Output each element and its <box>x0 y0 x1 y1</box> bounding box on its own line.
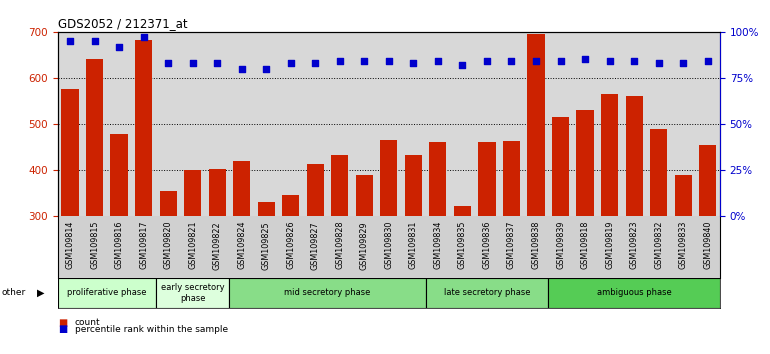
Text: percentile rank within the sample: percentile rank within the sample <box>75 325 228 334</box>
Text: GSM109824: GSM109824 <box>237 221 246 269</box>
Text: GSM109833: GSM109833 <box>678 221 688 269</box>
Point <box>260 66 273 72</box>
Point <box>530 58 542 64</box>
Text: GDS2052 / 212371_at: GDS2052 / 212371_at <box>58 17 187 30</box>
Bar <box>527 34 544 216</box>
Text: ■: ■ <box>58 318 67 328</box>
FancyBboxPatch shape <box>426 278 548 308</box>
Text: GSM109821: GSM109821 <box>188 221 197 269</box>
Bar <box>577 110 594 216</box>
Text: GSM109817: GSM109817 <box>139 221 148 269</box>
Bar <box>430 142 447 216</box>
Point <box>554 58 567 64</box>
Text: GSM109830: GSM109830 <box>384 221 393 269</box>
Point <box>604 58 616 64</box>
Text: GSM109835: GSM109835 <box>458 221 467 269</box>
Text: GSM109825: GSM109825 <box>262 221 271 269</box>
Bar <box>454 206 471 216</box>
Text: GSM109819: GSM109819 <box>605 221 614 269</box>
Bar <box>258 202 275 216</box>
Text: GSM109815: GSM109815 <box>90 221 99 269</box>
Text: GSM109837: GSM109837 <box>507 221 516 269</box>
Bar <box>380 140 397 216</box>
Text: GSM109834: GSM109834 <box>434 221 443 269</box>
Point <box>505 58 517 64</box>
Bar <box>233 161 250 216</box>
Text: ambiguous phase: ambiguous phase <box>597 289 671 297</box>
Point <box>89 38 101 44</box>
Text: count: count <box>75 318 100 327</box>
Point <box>236 66 248 72</box>
Text: mid secretory phase: mid secretory phase <box>284 289 370 297</box>
Bar <box>209 169 226 216</box>
Text: GSM109823: GSM109823 <box>630 221 638 269</box>
Text: GSM109840: GSM109840 <box>703 221 712 269</box>
Point <box>383 58 395 64</box>
Text: proliferative phase: proliferative phase <box>67 289 146 297</box>
Text: GSM109832: GSM109832 <box>654 221 663 269</box>
Text: GSM109828: GSM109828 <box>335 221 344 269</box>
Point <box>162 60 174 66</box>
FancyBboxPatch shape <box>58 278 156 308</box>
Point <box>137 35 149 40</box>
Bar <box>675 175 691 216</box>
FancyBboxPatch shape <box>548 278 720 308</box>
Point <box>652 60 665 66</box>
Text: GSM109839: GSM109839 <box>556 221 565 269</box>
Bar <box>405 155 422 216</box>
Text: GSM109826: GSM109826 <box>286 221 295 269</box>
Point <box>285 60 297 66</box>
Bar <box>552 117 569 216</box>
Point <box>579 57 591 62</box>
Text: ■: ■ <box>58 324 67 334</box>
Point <box>358 58 370 64</box>
Point <box>628 58 641 64</box>
Point <box>64 38 76 44</box>
Bar <box>331 155 348 216</box>
Text: GSM109822: GSM109822 <box>213 221 222 269</box>
Text: ▶: ▶ <box>37 288 45 298</box>
Bar <box>478 142 496 216</box>
Text: early secretory
phase: early secretory phase <box>161 283 225 303</box>
Bar <box>699 145 716 216</box>
Text: other: other <box>2 289 25 297</box>
Text: GSM109831: GSM109831 <box>409 221 418 269</box>
Bar <box>62 90 79 216</box>
Bar <box>503 141 520 216</box>
FancyBboxPatch shape <box>229 278 426 308</box>
Point <box>407 60 420 66</box>
Text: GSM109836: GSM109836 <box>483 221 491 269</box>
Bar <box>601 94 618 216</box>
Bar <box>306 164 324 216</box>
Point <box>480 58 493 64</box>
Bar <box>159 190 176 216</box>
Bar <box>356 176 373 216</box>
Point <box>432 58 444 64</box>
Point <box>309 60 321 66</box>
Point <box>333 58 346 64</box>
Point <box>677 60 689 66</box>
Text: GSM109814: GSM109814 <box>65 221 75 269</box>
Point <box>211 60 223 66</box>
Point <box>186 60 199 66</box>
Text: GSM109829: GSM109829 <box>360 221 369 269</box>
Bar <box>135 40 152 216</box>
Bar <box>184 170 201 216</box>
Text: GSM109838: GSM109838 <box>531 221 541 269</box>
Text: GSM109818: GSM109818 <box>581 221 590 269</box>
Bar <box>650 129 668 216</box>
Point <box>457 62 469 68</box>
Text: GSM109827: GSM109827 <box>311 221 320 269</box>
Bar <box>110 134 128 216</box>
Bar <box>282 195 300 216</box>
Text: GSM109816: GSM109816 <box>115 221 123 269</box>
Bar <box>625 96 643 216</box>
Text: late secretory phase: late secretory phase <box>444 289 531 297</box>
Point <box>701 58 714 64</box>
Text: GSM109820: GSM109820 <box>163 221 172 269</box>
Point <box>113 44 126 50</box>
FancyBboxPatch shape <box>156 278 229 308</box>
Bar <box>86 59 103 216</box>
